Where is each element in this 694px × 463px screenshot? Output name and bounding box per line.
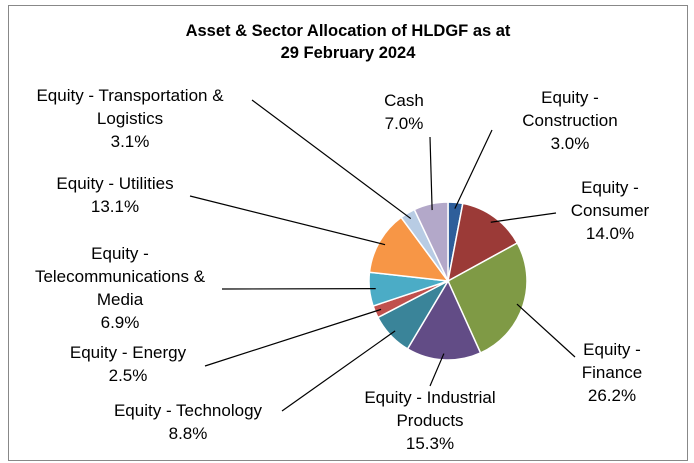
leader-line	[251, 99, 412, 220]
leader-line	[429, 136, 433, 211]
pie-slice	[447, 241, 528, 354]
value-label: 26.2%	[587, 386, 637, 405]
leader-line	[281, 330, 396, 412]
slice-label: Equity - Utilities 13.1%	[15, 172, 215, 218]
leader-line	[429, 353, 445, 387]
category-label: Equity - Construction	[522, 88, 618, 130]
slice-label: Equity - Energy 2.5%	[28, 341, 228, 387]
category-label: Equity - Technology	[113, 401, 263, 420]
slice-label: Equity - Telecommunications & Media 6.9%	[20, 242, 220, 334]
value-label: 8.8%	[168, 424, 208, 443]
category-label: Equity - Consumer	[570, 178, 650, 220]
slice-label: Equity - Construction 3.0%	[510, 86, 630, 155]
category-label: Equity - Transportation & Logistics	[36, 86, 224, 128]
category-label: Equity - Finance	[581, 340, 643, 382]
slice-label: Equity - Finance 26.2%	[567, 338, 657, 407]
pie-slice	[413, 201, 449, 282]
leader-line	[204, 308, 382, 367]
category-label: Equity - Industrial Products	[364, 388, 496, 430]
value-label: 7.0%	[384, 114, 424, 133]
value-label: 14.0%	[585, 224, 635, 243]
category-label: Equity - Utilities	[56, 174, 174, 193]
leader-line	[454, 129, 493, 209]
slice-label: Equity - Consumer 14.0%	[555, 176, 665, 245]
slice-label: Equity - Technology 8.8%	[78, 399, 298, 445]
slice-label: Equity - Industrial Products 15.3%	[340, 386, 520, 455]
value-label: 13.1%	[90, 197, 140, 216]
leader-line	[189, 195, 386, 246]
value-label: 3.0%	[550, 134, 590, 153]
chart-border	[8, 5, 688, 461]
slice-label: Equity - Transportation & Logistics 3.1%	[5, 84, 255, 153]
category-label: Cash	[384, 91, 424, 110]
leader-line	[516, 303, 576, 358]
chart-title: Asset & Sector Allocation of HLDGF as at…	[185, 22, 511, 62]
leader-line	[490, 212, 557, 223]
pie-slice	[406, 279, 482, 361]
slice-label: Cash 7.0%	[369, 89, 439, 135]
category-label: Equity - Telecommunications & Media	[34, 244, 206, 309]
pie-slice	[368, 216, 450, 282]
pie-slice	[446, 202, 519, 283]
value-label: 3.1%	[110, 132, 150, 151]
category-label: Equity - Energy	[69, 343, 187, 362]
value-label: 6.9%	[100, 313, 140, 332]
value-label: 15.3%	[405, 434, 455, 453]
value-label: 2.5%	[108, 366, 148, 385]
